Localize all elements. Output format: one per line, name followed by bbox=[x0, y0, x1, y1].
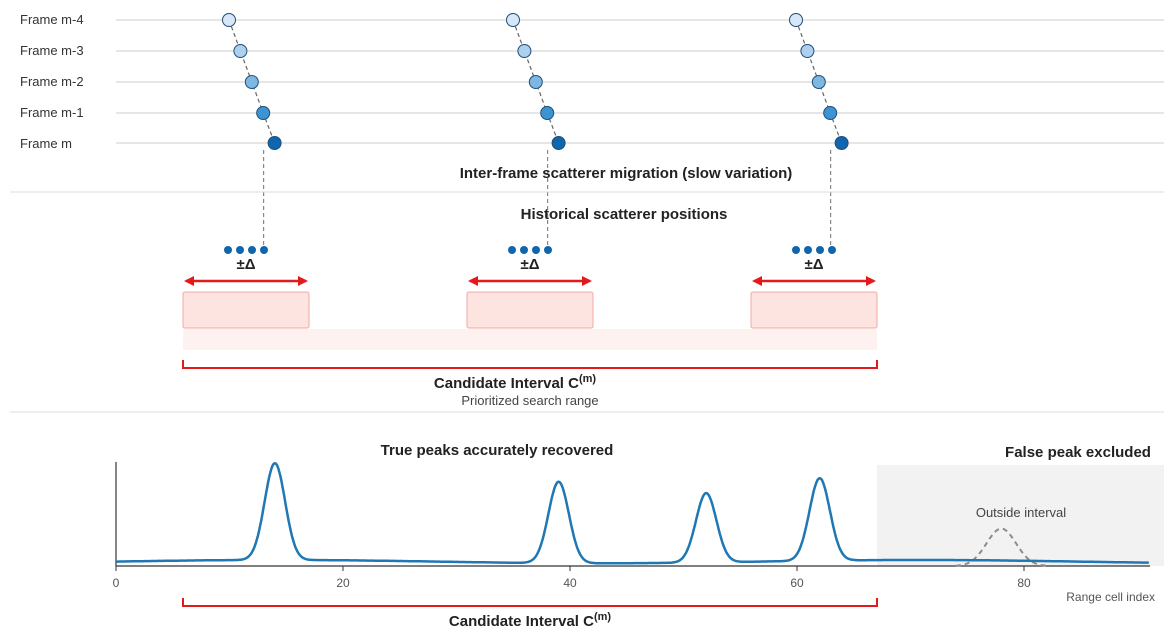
candidate-label-top: Candidate Interval C(m) bbox=[434, 373, 596, 392]
history-dot-1-1 bbox=[520, 246, 528, 254]
candidate-bracket-bottom bbox=[182, 598, 878, 607]
scatterer-point-2-2 bbox=[811, 75, 826, 89]
peaks-caption: True peaks accurately recovered bbox=[381, 442, 614, 459]
x-tick-label-0: 0 bbox=[113, 576, 120, 590]
frame-label-m-3: Frame m-3 bbox=[20, 43, 84, 58]
search-box-1 bbox=[466, 291, 594, 329]
frame-label-m-2: Frame m-2 bbox=[20, 74, 84, 89]
history-dot-2-2 bbox=[816, 246, 824, 254]
scatterer-point-1-0 bbox=[506, 13, 520, 27]
candidate-label-bottom: Candidate Interval C(m) bbox=[449, 611, 611, 630]
candidate-label-bottom-text: Candidate Interval C bbox=[449, 613, 594, 630]
history-dot-1-3 bbox=[544, 246, 552, 254]
history-group: ±Δ ±Δ ±Δ bbox=[182, 246, 878, 329]
frame-label-m-4: Frame m-4 bbox=[20, 12, 84, 27]
scatterer-point-0-3 bbox=[256, 106, 271, 120]
candidate-label-top-sup: (m) bbox=[579, 373, 596, 385]
history-caption: Historical scatterer positions bbox=[521, 206, 728, 223]
scatterer-point-1-4 bbox=[551, 136, 566, 150]
history-dot-0-1 bbox=[236, 246, 244, 254]
scatterer-point-2-4 bbox=[834, 136, 849, 150]
scatterer-point-0-4 bbox=[267, 136, 282, 150]
history-dot-2-0 bbox=[792, 246, 800, 254]
history-dot-1-2 bbox=[532, 246, 540, 254]
x-tick-label-2: 40 bbox=[563, 576, 577, 590]
scatterer-point-0-0 bbox=[222, 13, 236, 27]
false-peak-caption: False peak excluded bbox=[1005, 444, 1151, 461]
candidate-label-bottom-sup: (m) bbox=[594, 611, 611, 623]
delta-label-1: ±Δ bbox=[520, 256, 539, 273]
x-axis-label: Range cell index bbox=[1066, 590, 1155, 604]
scatterer-point-1-1 bbox=[517, 44, 532, 58]
delta-label-2: ±Δ bbox=[804, 256, 823, 273]
x-tick-label-3: 60 bbox=[790, 576, 804, 590]
outside-interval-label: Outside interval bbox=[976, 505, 1066, 520]
scatterer-point-2-0 bbox=[789, 13, 803, 27]
scatterer-point-0-1 bbox=[233, 44, 248, 58]
candidate-sublabel: Prioritized search range bbox=[461, 393, 598, 408]
history-dot-2-1 bbox=[804, 246, 812, 254]
frame-label-m: Frame m bbox=[20, 136, 72, 151]
history-dot-0-0 bbox=[224, 246, 232, 254]
history-dot-1-0 bbox=[508, 246, 516, 254]
scatterer-point-1-2 bbox=[528, 75, 543, 89]
scatterer-tracks bbox=[222, 13, 849, 246]
candidate-bracket-top bbox=[182, 360, 878, 369]
migration-caption: Inter-frame scatterer migration (slow va… bbox=[460, 165, 793, 182]
scatterer-point-0-2 bbox=[244, 75, 259, 89]
history-dot-0-3 bbox=[260, 246, 268, 254]
history-dot-0-2 bbox=[248, 246, 256, 254]
search-box-0 bbox=[182, 291, 310, 329]
scatterer-point-1-3 bbox=[540, 106, 555, 120]
scatterer-point-2-3 bbox=[823, 106, 838, 120]
x-axis-ticks: 0 20 40 60 80 bbox=[113, 566, 1031, 590]
frame-label-m-1: Frame m-1 bbox=[20, 105, 84, 120]
candidate-band bbox=[183, 329, 877, 350]
search-box-2 bbox=[750, 291, 878, 329]
delta-label-0: ±Δ bbox=[236, 256, 255, 273]
x-tick-label-4: 80 bbox=[1017, 576, 1031, 590]
candidate-label-top-text: Candidate Interval C bbox=[434, 375, 579, 392]
signal-line bbox=[116, 461, 1149, 565]
x-tick-label-1: 20 bbox=[336, 576, 350, 590]
scatterer-point-2-1 bbox=[800, 44, 815, 58]
history-dot-2-3 bbox=[828, 246, 836, 254]
frame-lines bbox=[116, 19, 1164, 144]
